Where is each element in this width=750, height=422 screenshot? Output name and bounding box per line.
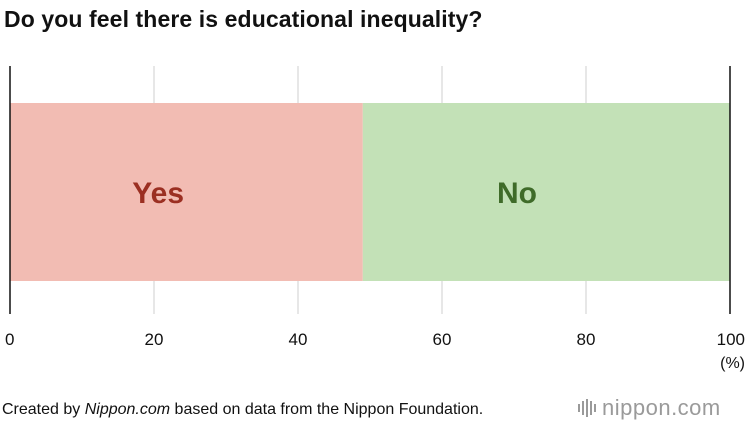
x-tick-label-60: 60 (433, 330, 452, 349)
source-suffix: based on data from the Nippon Foundation… (170, 401, 484, 418)
bar-label-yes: Yes (132, 177, 184, 210)
bar-yes (10, 103, 363, 281)
x-tick-label-40: 40 (289, 330, 308, 349)
x-tick-label-100: 100 (717, 330, 745, 349)
x-tick-label-0: 0 (5, 330, 14, 349)
source-brand: Nippon.com (84, 401, 171, 418)
chart-title: Do you feel there is educational inequal… (4, 6, 483, 32)
bar-no (362, 103, 730, 281)
source-prefix: Created by (2, 401, 85, 418)
bar-label-no: No (497, 177, 537, 210)
logo-text: nippon.com (602, 395, 721, 420)
nippon-bars-icon (578, 399, 596, 417)
nippon-logo: nippon.com (578, 395, 721, 420)
x-tick-label-80: 80 (577, 330, 596, 349)
x-tick-label-20: 20 (145, 330, 164, 349)
x-unit-label: (%) (720, 355, 745, 372)
source-note: Created by Nippon.com based on data from… (2, 401, 483, 419)
